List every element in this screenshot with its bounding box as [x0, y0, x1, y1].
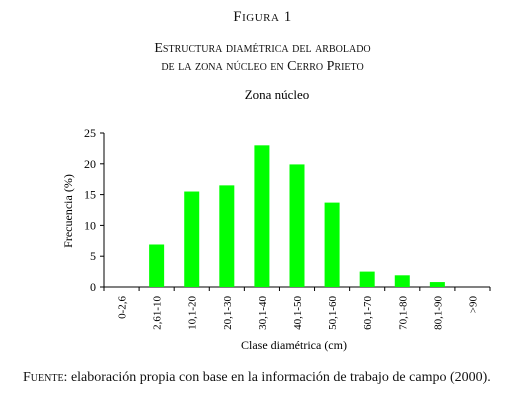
- figure-title: Estructura diamétrica del arbolado de la…: [0, 40, 525, 76]
- y-tick-label: 15: [84, 188, 96, 202]
- source-lead: Fuente:: [23, 370, 68, 385]
- y-tick-label: 0: [90, 280, 96, 294]
- bar: [184, 191, 200, 287]
- y-tick-label: 10: [84, 218, 96, 232]
- bar: [219, 185, 235, 287]
- x-tick-label: 70,1-80: [397, 296, 409, 330]
- x-tick-label: 10,1-20: [187, 296, 199, 330]
- y-tick-label: 5: [90, 249, 96, 263]
- bar-chart: Zona núcleo Frecuencia (%) Clase diamétr…: [61, 87, 491, 352]
- figure-title-line-1: Estructura diamétrica del arbolado: [154, 41, 371, 56]
- bar: [289, 164, 305, 287]
- chart-title: Zona núcleo: [245, 87, 310, 102]
- bar: [254, 145, 270, 287]
- x-tick-label: 20,1-30: [222, 296, 234, 330]
- bar: [394, 275, 410, 287]
- source-text: elaboración propia con base en la inform…: [67, 370, 491, 385]
- y-axis-label: Frecuencia (%): [61, 174, 75, 248]
- x-tick-label: 40,1-50: [292, 296, 304, 330]
- x-tick-label: 50,1-60: [327, 296, 339, 330]
- y-tick-label: 20: [84, 157, 96, 171]
- y-tick-label: 25: [84, 126, 96, 140]
- bar: [359, 271, 375, 287]
- x-axis-label: Clase diamétrica (cm): [241, 338, 347, 352]
- figure-label: Figura 1: [233, 9, 292, 25]
- bar: [429, 282, 445, 287]
- bar: [149, 244, 165, 287]
- plot-area: 0 5 10 15 20 25 0-2,6 2,61-10 10,1-20 20,1-30 30,1…: [84, 126, 491, 330]
- figure-title-line-2: de la zona núcleo en Cerro Prieto: [161, 59, 364, 74]
- x-tick-label: 0-2,6: [117, 296, 129, 319]
- x-tick-label: 30,1-40: [257, 296, 269, 330]
- source-note: Fuente: elaboración propia con base en l…: [10, 370, 520, 386]
- bar: [324, 202, 340, 287]
- x-tick-label: >90: [467, 296, 479, 314]
- x-tick-label: 60,1-70: [362, 296, 374, 330]
- x-tick-label: 2,61-10: [152, 296, 164, 330]
- x-tick-label: 80,1-90: [432, 296, 444, 330]
